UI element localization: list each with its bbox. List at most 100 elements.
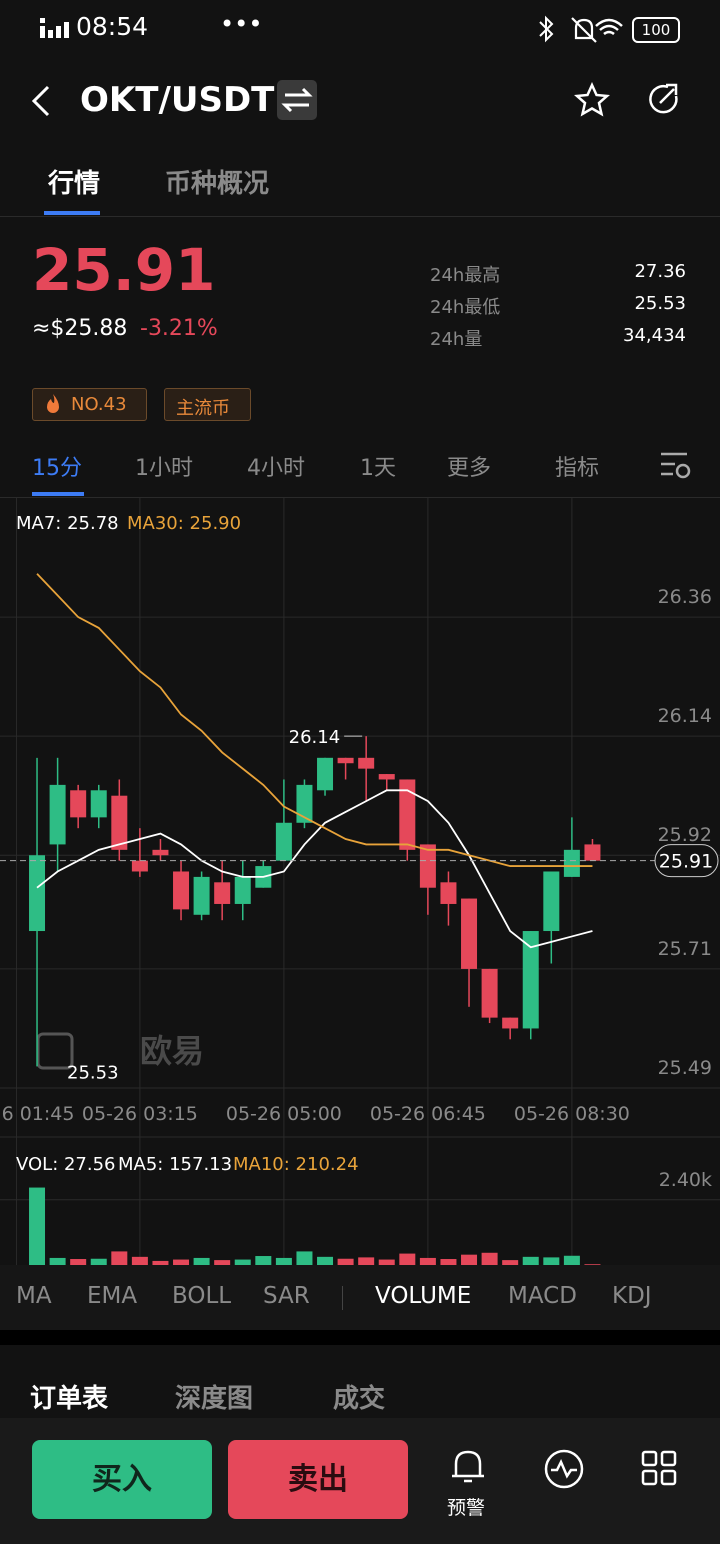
divider bbox=[0, 497, 720, 498]
candle-body bbox=[131, 860, 148, 872]
volume-bar bbox=[193, 1257, 210, 1265]
candle-body bbox=[358, 757, 375, 769]
y-tick-label: 25.71 bbox=[658, 938, 712, 960]
alert-icon[interactable] bbox=[450, 1446, 486, 1486]
monitor-icon[interactable] bbox=[543, 1448, 585, 1490]
candle-body bbox=[502, 1017, 519, 1029]
volume-bar bbox=[255, 1256, 272, 1265]
volume-legend: VOL: 27.56 bbox=[16, 1154, 116, 1175]
menu-icon[interactable] bbox=[641, 1450, 677, 1486]
x-tick-label: 05-26 03:15 bbox=[82, 1103, 198, 1125]
candle-body bbox=[49, 784, 66, 845]
rank-text: NO.43 bbox=[71, 394, 127, 415]
indicator-tab[interactable]: EMA bbox=[87, 1283, 138, 1309]
tab-market[interactable]: 行情 bbox=[48, 169, 101, 199]
divider bbox=[0, 216, 720, 217]
candle-body bbox=[29, 855, 46, 932]
volume-bar bbox=[461, 1254, 478, 1265]
candle-body bbox=[563, 849, 580, 877]
volume-bar bbox=[173, 1259, 190, 1265]
y-tick-label: 2.40k bbox=[659, 1169, 712, 1191]
stat-label: 24h量 bbox=[430, 329, 483, 350]
alert-label[interactable]: 预警 bbox=[447, 1497, 486, 1519]
volume-bar bbox=[296, 1251, 313, 1265]
candle-body bbox=[214, 882, 231, 904]
status-more: ••• bbox=[220, 10, 263, 38]
interval[interactable]: 1天 bbox=[360, 456, 396, 481]
volume-bar bbox=[337, 1258, 354, 1265]
candle-body bbox=[275, 822, 292, 861]
kline-chart: 欧易 26.36 26.14 25.92 25.71 25.49 05-26 01:45 0… bbox=[0, 498, 720, 1265]
order-tab[interactable]: 深度图 bbox=[175, 1384, 254, 1414]
candle-body bbox=[296, 784, 313, 823]
y-tick-label: 26.36 bbox=[658, 586, 712, 608]
ma-legend: MA7: 25.78 bbox=[16, 513, 119, 534]
candle-body bbox=[317, 757, 334, 791]
interval[interactable]: 15分 bbox=[32, 456, 82, 481]
indicator-tab[interactable]: MACD bbox=[508, 1283, 577, 1309]
candle-body bbox=[440, 882, 457, 904]
indicator-tab[interactable]: BOLL bbox=[172, 1283, 232, 1309]
indicator-tab[interactable]: VOLUME bbox=[375, 1283, 472, 1309]
last-price-label: 25.91 bbox=[659, 851, 713, 873]
status-time: 08:54 bbox=[76, 12, 149, 41]
volume-legend: MA10: 210.24 bbox=[233, 1154, 359, 1175]
fullscreen-icon[interactable] bbox=[36, 1032, 74, 1070]
ma-legend: MA30: 25.90 bbox=[127, 513, 241, 534]
candle-body bbox=[234, 876, 251, 904]
tab-overview[interactable]: 币种概况 bbox=[165, 169, 270, 199]
x-tick-label: 05-26 01:45 bbox=[0, 1103, 74, 1125]
last-price-box bbox=[654, 844, 719, 878]
candle-body bbox=[90, 790, 107, 818]
back-button[interactable] bbox=[28, 84, 58, 118]
indicator-dropdown[interactable]: 指标 bbox=[555, 456, 600, 481]
candle-body bbox=[461, 898, 478, 969]
pair-title: OKT/USDT bbox=[80, 80, 275, 120]
high-label: 26.14 bbox=[289, 727, 341, 748]
volume-bar bbox=[543, 1257, 560, 1265]
candle-body bbox=[193, 876, 210, 915]
category-badge bbox=[164, 388, 251, 421]
battery: 100 bbox=[632, 17, 680, 43]
share-button[interactable] bbox=[646, 82, 682, 118]
price-change: -3.21% bbox=[140, 316, 218, 341]
favorite-button[interactable] bbox=[574, 82, 610, 118]
chart-settings[interactable] bbox=[659, 450, 691, 480]
switch-pair-button[interactable] bbox=[277, 80, 317, 120]
y-tick-label: 25.92 bbox=[658, 824, 712, 846]
candle-body bbox=[584, 844, 601, 861]
volume-bar bbox=[131, 1256, 148, 1265]
volume-bar bbox=[358, 1257, 375, 1265]
indicator-tab[interactable]: KDJ bbox=[612, 1283, 652, 1309]
order-tab[interactable]: 成交 bbox=[333, 1384, 386, 1414]
stat-label: 24h最低 bbox=[430, 297, 501, 318]
indicator-tab[interactable]: MA bbox=[16, 1283, 52, 1309]
indicator-tab[interactable]: SAR bbox=[263, 1283, 310, 1309]
volume-bar bbox=[234, 1259, 251, 1265]
volume-bar bbox=[584, 1264, 601, 1265]
interval[interactable]: 4小时 bbox=[247, 456, 305, 481]
more-dropdown[interactable]: 更多 bbox=[447, 456, 492, 481]
x-tick-label: 05-26 06:45 bbox=[370, 1103, 486, 1125]
candle-body bbox=[111, 795, 128, 850]
watermark: 欧易 bbox=[140, 1032, 204, 1070]
y-tick-label: 25.49 bbox=[658, 1057, 712, 1079]
candle-body bbox=[378, 774, 395, 780]
gap bbox=[0, 1330, 720, 1345]
volume-bar bbox=[317, 1256, 334, 1265]
last-price: 25.91 bbox=[32, 236, 216, 304]
sell-button[interactable]: 卖出 bbox=[228, 1440, 408, 1519]
order-tab[interactable]: 订单表 bbox=[30, 1384, 109, 1414]
buy-button[interactable]: 买入 bbox=[32, 1440, 212, 1519]
volume-bar bbox=[522, 1256, 539, 1265]
separator bbox=[342, 1286, 343, 1310]
interval[interactable]: 1小时 bbox=[135, 456, 193, 481]
signal-icon bbox=[40, 18, 69, 38]
ma-line bbox=[36, 789, 593, 949]
volume-bar bbox=[399, 1253, 416, 1265]
indicator-bar bbox=[0, 1265, 720, 1330]
candle-body bbox=[481, 968, 498, 1018]
status-icons bbox=[539, 15, 623, 43]
stat-value: 25.53 bbox=[634, 293, 686, 314]
volume-bar bbox=[563, 1255, 580, 1265]
